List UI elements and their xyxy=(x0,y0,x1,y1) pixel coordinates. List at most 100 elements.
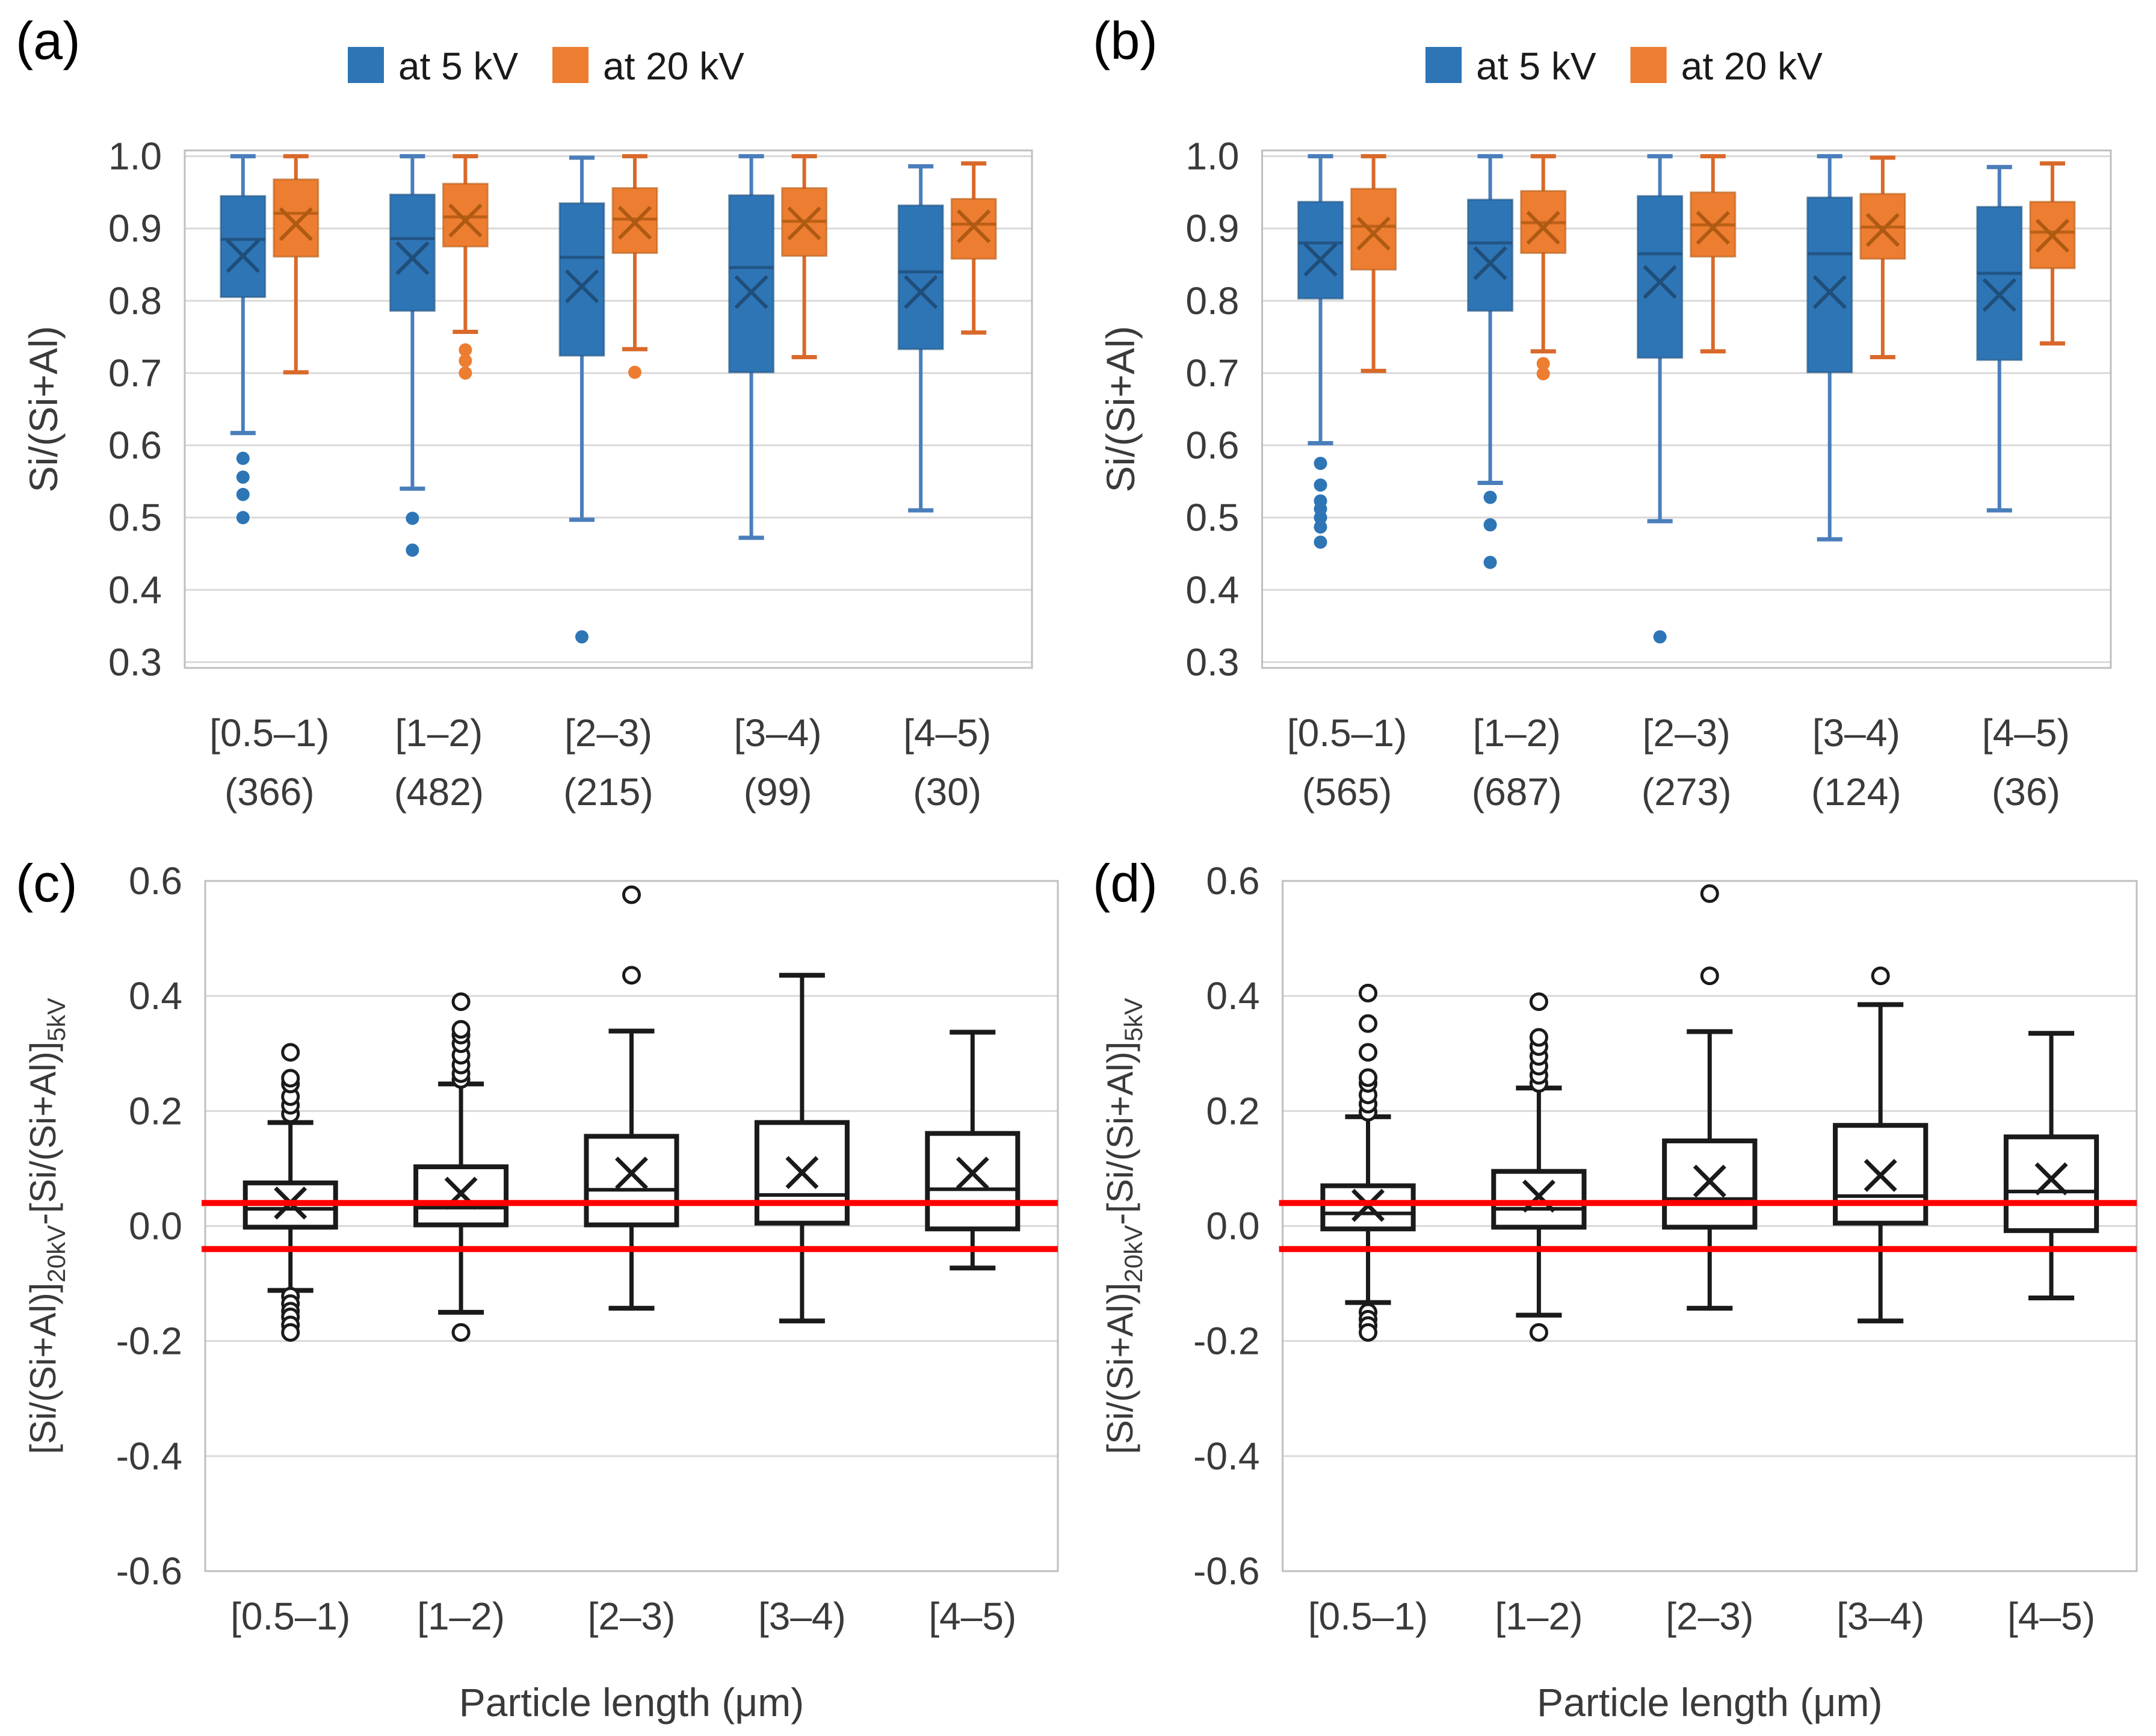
mean-marker xyxy=(395,241,430,276)
x-category-label: [3–4) xyxy=(758,1595,846,1638)
x-category-label: [0.5–1) xyxy=(230,1595,350,1638)
panel-c: 0.6 0.4 0.2 0.0 -0.2 -0.4 -0.6 (c) [Si/(Si+Al)]2… xyxy=(0,842,1077,1736)
mean-marker xyxy=(226,239,260,273)
legend-swatch-5kv xyxy=(348,47,384,83)
outlier-point xyxy=(1529,1028,1548,1047)
box-group-5kv-cat4 xyxy=(897,164,944,513)
mean-marker xyxy=(279,207,313,241)
panel-b: 1.0 0.9 0.8 0.7 0.6 0.5 0.4 0.3 (b) at 5 kV at 20 … xyxy=(1077,0,2156,842)
mean-marker xyxy=(1643,265,1677,299)
box-group-5kv-cat1 xyxy=(389,154,436,557)
y-tick-label: 0.3 xyxy=(108,640,162,684)
box-group-5kv-cat3 xyxy=(1806,154,1853,542)
outlier-point xyxy=(1529,1323,1548,1342)
x-category-label: [1–2) xyxy=(1473,711,1561,755)
x-category-label: [0.5–1) xyxy=(209,711,329,755)
y-tick-label: 0.5 xyxy=(108,496,162,539)
x-category-count: (99) xyxy=(744,770,812,814)
box-group-5kv-cat2 xyxy=(558,155,605,644)
outlier-point xyxy=(236,487,250,501)
outlier-point xyxy=(1536,367,1550,381)
outlier-point xyxy=(1314,511,1327,525)
box-group-5kv-cat4 xyxy=(1976,165,2023,513)
box-group-diff-cat4 xyxy=(925,1030,1021,1271)
x-category-count: (30) xyxy=(913,770,981,814)
outlier-point xyxy=(622,966,641,985)
y-tick-label: 1.0 xyxy=(1185,135,1239,178)
panel-b-plot: 1.0 0.9 0.8 0.7 0.6 0.5 0.4 0.3 (b) at 5 kV at 20 … xyxy=(1093,11,2112,814)
outlier-point xyxy=(451,1020,471,1039)
outlier-point xyxy=(1314,536,1327,549)
x-category-label: [3–4) xyxy=(1836,1595,1924,1638)
y-axis-title: [Si/(Si+Al)]20kV-[Si/(Si+Al)]5kV xyxy=(23,998,70,1454)
y-tick-label: 0.7 xyxy=(108,351,162,395)
outlier-point xyxy=(1483,490,1497,504)
box-group-20kv-cat1 xyxy=(442,154,489,380)
legend-label: at 5 kV xyxy=(398,45,519,88)
legend-label: at 20 kV xyxy=(603,45,744,88)
outlier-point xyxy=(1653,630,1667,644)
box xyxy=(1466,199,1514,312)
y-tick-label: 0.4 xyxy=(1185,568,1239,611)
box-group-diff-cat3 xyxy=(754,972,850,1324)
x-category-count: (215) xyxy=(563,770,653,814)
mean-marker xyxy=(1865,213,1900,247)
outlier-point xyxy=(236,511,250,525)
x-category-label: [2–3) xyxy=(564,711,652,755)
outlier-point xyxy=(1314,478,1327,492)
y-axis-title: [Si/(Si+Al)]20kV-[Si/(Si+Al)]5kV xyxy=(1100,998,1147,1454)
outlier-point xyxy=(1314,520,1327,534)
box-group-20kv-cat2 xyxy=(1690,154,1737,354)
mean-marker xyxy=(564,269,599,303)
outlier-point xyxy=(459,366,472,380)
y-tick-label: 0.0 xyxy=(1206,1205,1259,1248)
box xyxy=(220,195,267,298)
panel-d: 0.6 0.4 0.2 0.0 -0.2 -0.4 -0.6 (d) [Si/(Si+Al)]2… xyxy=(1077,842,2156,1736)
x-category-label: [3–4) xyxy=(1812,711,1900,755)
box-group-diff-cat2 xyxy=(584,885,679,1311)
x-axis-title: Particle length (μm) xyxy=(1537,1680,1882,1725)
y-tick-label: 0.0 xyxy=(129,1205,182,1248)
mean-marker xyxy=(1693,1164,1726,1198)
y-tick-label: 0.2 xyxy=(129,1089,182,1132)
y-tick-label: -0.4 xyxy=(1193,1435,1259,1478)
x-category-count: (366) xyxy=(224,770,314,814)
outlier-point xyxy=(1358,1323,1378,1342)
mean-marker xyxy=(2034,1162,2068,1196)
outlier-point xyxy=(622,885,641,904)
box-group-5kv-cat0 xyxy=(220,154,267,525)
y-axis-title-part: [Si/(Si+Al)] xyxy=(23,1042,63,1213)
plot-border xyxy=(184,149,1033,669)
y-axis-title-part: - xyxy=(23,1213,63,1225)
y-tick-label: 0.6 xyxy=(1185,424,1239,467)
x-category-label: [4–5) xyxy=(1982,711,2070,755)
mean-marker xyxy=(956,1157,989,1190)
outlier-point xyxy=(236,470,250,484)
outlier-point xyxy=(1358,983,1378,1002)
x-axis-title: Particle length (μm) xyxy=(459,1680,805,1725)
outlier-point xyxy=(451,992,471,1012)
y-tick-label: -0.6 xyxy=(1193,1549,1259,1593)
box xyxy=(1976,206,2023,361)
box-group-diff-cat3 xyxy=(1833,966,1929,1324)
box xyxy=(389,193,436,312)
box xyxy=(1491,1169,1587,1230)
outlier-point xyxy=(281,1069,300,1088)
outlier-point xyxy=(1536,357,1550,371)
box xyxy=(950,197,997,260)
x-category-label: [0.5–1) xyxy=(1287,711,1407,755)
y-tick-label: -0.2 xyxy=(1193,1320,1259,1363)
box-group-diff-cat2 xyxy=(1662,884,1758,1311)
outlier-point xyxy=(236,451,250,465)
x-category-label: [0.5–1) xyxy=(1308,1595,1429,1638)
outlier-point xyxy=(406,511,419,525)
box xyxy=(584,1134,679,1228)
y-tick-label: -0.2 xyxy=(116,1320,182,1363)
box-group-20kv-cat4 xyxy=(950,161,997,335)
x-category-count: (482) xyxy=(394,770,484,814)
x-category-label: [2–3) xyxy=(1666,1595,1753,1638)
panel-a-plot: 1.0 0.9 0.8 0.7 0.6 0.5 0.4 0.3 (a) at 5 kV at 20 … xyxy=(16,11,1033,814)
y-axis-title-subscript: 20kV xyxy=(1119,1225,1147,1283)
panel-label: (c) xyxy=(16,853,78,913)
plot-border xyxy=(1282,880,2138,1572)
